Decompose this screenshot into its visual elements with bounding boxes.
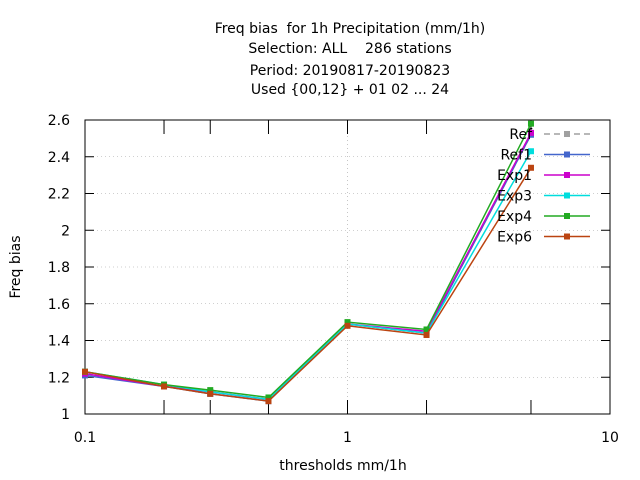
legend-label-exp3: Exp3 [497,189,532,205]
legend-marker-ref1 [564,151,570,158]
legend-marker-exp3 [564,192,570,199]
y-tick-label: 2.2 [48,187,70,203]
y-tick-label: 1.4 [48,334,70,350]
y-tick-label: 2.6 [48,113,70,129]
data-point-exp6 [82,368,88,375]
title-line-2: Selection: ALL 286 stations [248,41,452,57]
grid [85,120,610,414]
y-tick-label: 1.8 [48,260,70,276]
legend-label-ref1: Ref1 [500,148,532,164]
x-tick-label: 10 [601,430,619,446]
data-point-exp4 [423,326,430,333]
x-tick-label: 0.1 [74,430,96,446]
data-point-exp6 [161,383,168,390]
title-line-1: Freq bias for 1h Precipitation (mm/1h) [214,21,486,37]
y-tick-label: 1.2 [48,370,70,386]
axis-ticks: 11.21.41.61.822.22.42.60.1 1 10 [48,113,619,446]
data-point-exp6 [527,164,534,171]
legend: Ref Ref1 Exp1 Exp3 Exp4 Exp6 [497,127,590,246]
title-line-4: Used {00,12} + 01 02 ... 24 [250,82,450,98]
y-tick-label: 2.4 [48,150,70,166]
y-tick-label: 1.6 [48,297,70,313]
data-point-exp4 [265,394,272,401]
series-lines [82,120,534,405]
data-point-exp6 [207,390,214,397]
legend-marker-exp6 [564,233,570,240]
legend-marker-exp4 [564,213,570,219]
data-point-exp6 [423,331,430,338]
legend-marker-ref [564,131,570,137]
data-point-exp6 [265,398,272,405]
plot-frame [84,119,611,415]
legend-label-exp1: Exp1 [497,168,532,184]
legend-label-exp6: Exp6 [497,230,532,246]
legend-label-ref: Ref [509,127,533,143]
y-tick-label: 1 [61,407,70,423]
data-point-exp4 [344,319,351,326]
y-tick-label: 2 [61,223,70,239]
data-point-exp3 [527,148,534,155]
title-line-3: Period: 20190817-20190823 [249,63,451,79]
legend-marker-exp1 [564,172,570,178]
y-axis-label: Freq bias [8,235,24,298]
x-tick-label: 1 [343,430,352,446]
legend-label-exp4: Exp4 [497,209,532,225]
x-axis-label: thresholds mm/1h [279,458,406,474]
series-line-exp6 [84,167,532,402]
data-point-exp4 [527,120,534,127]
data-point-exp6 [344,322,351,329]
data-point-exp1 [527,129,534,136]
data-point-exp4 [207,387,214,394]
